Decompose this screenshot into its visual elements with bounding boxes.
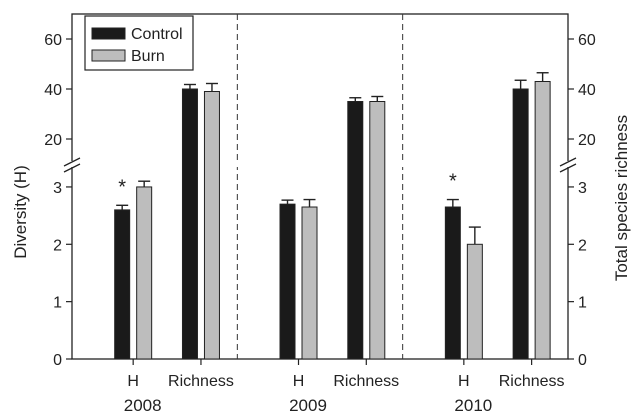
y-tick-label-right: 20 — [578, 132, 596, 149]
bar-2009-h-burn — [301, 206, 318, 360]
y-tick-label-left: 60 — [44, 32, 62, 49]
axis-break-mark — [559, 157, 577, 167]
bar-2010-h-control — [444, 206, 461, 360]
y-tick-label-right: 0 — [578, 352, 587, 369]
axis-break-gap — [60, 161, 580, 167]
x-tick-label-h: H — [458, 373, 470, 390]
y-tick-label-left: 3 — [53, 180, 62, 197]
y-tick-label-left: 40 — [44, 82, 62, 99]
legend-label-control: Control — [131, 26, 183, 43]
bar-2010-richness-burn — [534, 81, 551, 360]
x-tick-label-h: H — [127, 373, 139, 390]
significance-marker: * — [118, 176, 126, 198]
bar-2009-h-control — [279, 203, 296, 360]
legend-swatch-control — [91, 27, 126, 40]
y-tick-label-right: 1 — [578, 295, 587, 312]
axis-break-mark — [63, 163, 81, 173]
axis-ticks: 0 0 1 1 2 2 3 3 20 20 40 40 60 60 — [44, 32, 596, 369]
legend: Control Burn — [84, 15, 194, 71]
y-tick-label-right: 3 — [578, 180, 587, 197]
axis-break-mark — [63, 157, 81, 167]
bar-2009-richness-control — [347, 101, 364, 360]
y-tick-label-left: 0 — [53, 352, 62, 369]
legend-label-burn: Burn — [131, 48, 165, 65]
bar-2010-h-burn — [466, 243, 483, 360]
legend-swatch-burn — [91, 49, 126, 62]
y-tick-label-left: 2 — [53, 237, 62, 254]
bar-2010-richness-control — [512, 88, 529, 360]
y-tick-label-right: 2 — [578, 237, 587, 254]
y-tick-label-left: 20 — [44, 132, 62, 149]
significance-marker: * — [449, 171, 457, 193]
bar-2008-h-burn — [136, 186, 153, 360]
x-tick-label-richness: Richness — [168, 373, 234, 390]
x-tick-label-richness: Richness — [499, 373, 565, 390]
x-tick-label-richness: Richness — [333, 373, 399, 390]
chart-text: Diversity (H) Total species richness * H R… — [11, 115, 631, 415]
x-group-label-2009: 2009 — [289, 396, 327, 415]
y-axis-label-left: Diversity (H) — [11, 165, 30, 259]
bars — [114, 72, 551, 360]
y-axis-label-right: Total species richness — [612, 115, 631, 281]
y-tick-label-right: 40 — [578, 82, 596, 99]
axis-break-mark — [559, 163, 577, 173]
bar-2008-h-control — [114, 209, 131, 360]
bar-2008-richness-burn — [203, 91, 220, 360]
x-tick-label-h: H — [293, 373, 305, 390]
y-tick-label-left: 1 — [53, 295, 62, 312]
x-group-label-2008: 2008 — [124, 396, 162, 415]
y-tick-label-right: 60 — [578, 32, 596, 49]
bar-2008-richness-control — [181, 88, 198, 360]
bar-2009-richness-burn — [369, 101, 386, 360]
x-group-label-2010: 2010 — [454, 396, 492, 415]
